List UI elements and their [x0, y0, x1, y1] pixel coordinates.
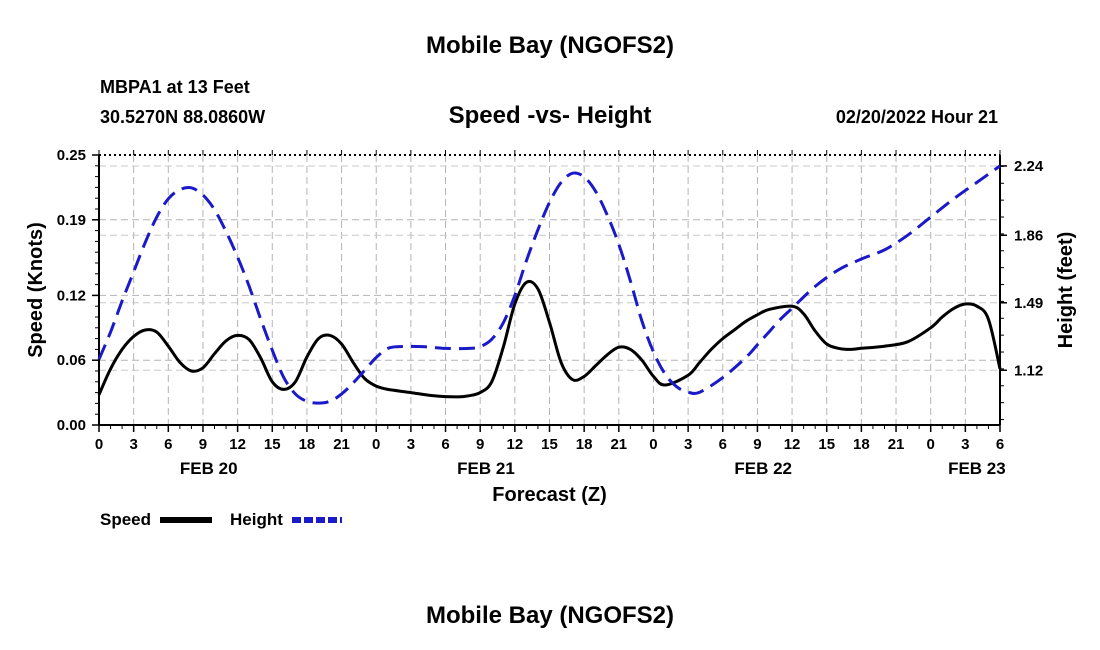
x-day-label: FEB 23 — [948, 459, 1006, 478]
forecast-datetime: 02/20/2022 Hour 21 — [835, 107, 998, 127]
x-tick-label: 0 — [95, 436, 103, 453]
y-axis-label: Speed (Knots) — [25, 222, 47, 358]
x-tick-label: 6 — [719, 436, 727, 453]
x-tick-label: 3 — [961, 436, 969, 453]
grid-lines — [99, 155, 1000, 425]
x-axis: 0 3 6 9 12 15 18 21 0 3 6 9 12 15 18 21 0 3 6 9 12 15 18 21 0 3 6F… — [95, 150, 1006, 478]
x-tick-label: 0 — [927, 436, 935, 453]
x-tick-label: 21 — [610, 436, 627, 453]
y2-axis-label: Height (feet) — [1055, 232, 1077, 349]
x-tick-label: 9 — [753, 436, 761, 453]
x-tick-label: 6 — [164, 436, 172, 453]
y-tick-label: 0.12 — [57, 287, 86, 304]
legend: Speed Height — [100, 510, 342, 529]
y-tick-label: 0.25 — [57, 147, 86, 164]
x-tick-label: 12 — [784, 436, 801, 453]
x-tick-label: 15 — [541, 436, 558, 453]
x-tick-label: 9 — [476, 436, 484, 453]
x-tick-label: 21 — [888, 436, 905, 453]
x-tick-label: 18 — [853, 436, 870, 453]
height-series-line — [97, 164, 1001, 405]
x-tick-label: 0 — [372, 436, 380, 453]
legend-label-height: Height — [230, 510, 283, 529]
y-axis-left: 0.00 0.06 0.12 0.19 0.25 — [57, 147, 99, 434]
x-tick-label: 3 — [407, 436, 415, 453]
series-lines — [97, 164, 1002, 405]
station-label: MBPA1 at 13 Feet — [100, 77, 250, 97]
x-tick-label: 21 — [333, 436, 350, 453]
y2-tick-label: 1.12 — [1014, 362, 1043, 379]
station-coords: 30.5270N 88.0860W — [100, 107, 266, 127]
x-tick-label: 12 — [507, 436, 524, 453]
speed-height-chart: 0 3 6 9 12 15 18 21 0 3 6 9 12 15 18 21 0 3 6 9 12 15 18 21 0 3 6F… — [25, 147, 1077, 529]
y2-tick-label: 2.24 — [1014, 158, 1044, 175]
x-day-label: FEB 22 — [734, 459, 792, 478]
y2-tick-label: 1.86 — [1014, 227, 1043, 244]
x-tick-label: 6 — [996, 436, 1004, 453]
y-tick-label: 0.00 — [57, 417, 86, 434]
x-tick-label: 15 — [818, 436, 835, 453]
y-tick-label: 0.06 — [57, 352, 86, 369]
x-axis-label: Forecast (Z) — [492, 484, 606, 506]
x-tick-label: 15 — [264, 436, 281, 453]
chart-title-bottom: Mobile Bay (NGOFS2) — [425, 602, 675, 629]
x-day-label: FEB 21 — [457, 459, 515, 478]
x-day-label: FEB 20 — [180, 459, 238, 478]
legend-label-speed: Speed — [100, 510, 151, 529]
x-tick-label: 18 — [299, 436, 316, 453]
x-tick-label: 12 — [229, 436, 246, 453]
axis-labels: Forecast (Z) Speed (Knots) Height (feet) — [25, 222, 1077, 506]
y-tick-label: 0.19 — [57, 212, 86, 229]
x-tick-label: 3 — [684, 436, 692, 453]
y2-tick-label: 1.49 — [1014, 295, 1043, 312]
x-tick-label: 18 — [576, 436, 593, 453]
x-tick-label: 0 — [649, 436, 657, 453]
speed-series-line — [97, 279, 1002, 399]
x-tick-label: 3 — [129, 436, 137, 453]
chart-title-top: Mobile Bay (NGOFS2) — [425, 32, 675, 59]
y-axis-right: 1.12 1.49 1.86 2.24 — [1000, 158, 1044, 421]
x-tick-label: 6 — [441, 436, 449, 453]
x-tick-label: 9 — [199, 436, 207, 453]
chart-subtitle: Speed -vs- Height — [448, 102, 652, 129]
